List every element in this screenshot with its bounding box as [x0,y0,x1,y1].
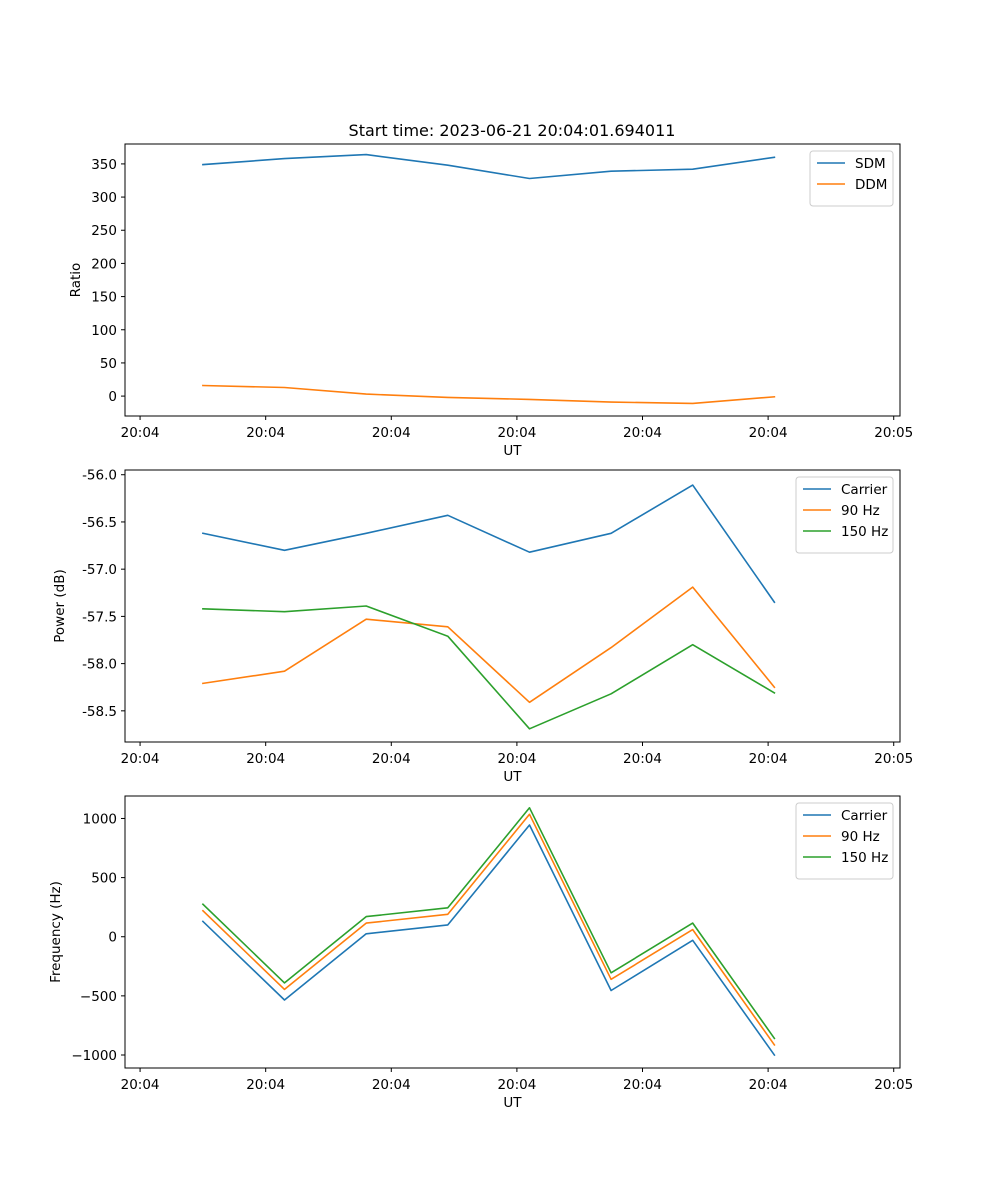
legend-label: 150 Hz [841,850,888,866]
x-tick-label: 20:04 [372,751,411,767]
x-tick-label: 20:04 [121,1077,160,1093]
y-tick-label: 200 [91,256,117,272]
x-axis-label: UT [503,443,522,459]
x-axis-label: UT [503,1095,522,1111]
y-tick-label: 250 [91,223,117,239]
x-tick-label: 20:04 [372,1077,411,1093]
x-tick-label: 20:04 [623,425,662,441]
series-line-carrier [201,824,776,1057]
y-tick-label: 100 [91,323,117,339]
y-tick-label: −1000 [71,1048,117,1064]
x-tick-label: 20:04 [749,751,788,767]
legend-label: SDM [855,156,886,172]
y-tick-label: −500 [80,989,117,1005]
x-tick-label: 20:04 [497,751,536,767]
y-axis-label: Ratio [68,263,84,298]
x-tick-label: 20:04 [623,1077,662,1093]
legend-label: Carrier [841,482,888,498]
legend-box [809,150,894,207]
y-tick-label: -58.5 [82,704,117,720]
legend: Carrier 90 Hz 150 Hz [795,802,894,880]
x-tick-label: 20:04 [372,425,411,441]
y-tick-label: 350 [91,157,117,173]
legend-label: 90 Hz [841,829,880,845]
axes-frame [124,795,901,1069]
y-tick-label: 0 [108,930,117,946]
legend-label: 90 Hz [841,503,880,519]
x-tick-label: 20:04 [246,1077,285,1093]
subplot-2: 20:04 20:04 20:04 20:04 20:04 20:04 20:05 -56.0… [52,468,913,785]
y-axis-label: Frequency (Hz) [48,881,64,983]
x-tick-label: 20:04 [749,425,788,441]
y-tick-label: -57.5 [82,609,117,625]
x-tick-label: 20:05 [874,425,913,441]
series-line-carrier [201,484,776,604]
y-tick-label: 300 [91,190,117,206]
x-axis-label: UT [503,769,522,785]
series-line-150-hz [202,605,776,730]
series-line-ddm [202,384,776,405]
y-tick-label: -57.0 [82,562,117,578]
x-tick-label: 20:04 [497,1077,536,1093]
x-tick-label: 20:04 [121,751,160,767]
y-tick-label: 0 [108,389,117,405]
y-tick-label: 50 [100,356,117,372]
x-tick-label: 20:04 [623,751,662,767]
axes-frame [124,469,901,743]
x-tick-label: 20:04 [749,1077,788,1093]
legend-box [795,476,894,554]
figure-title: Start time: 2023-06-21 20:04:01.694011 [349,121,676,140]
x-tick-label: 20:05 [874,1077,913,1093]
legend-label: DDM [855,177,887,193]
subplots: 20:04 20:04 20:04 20:04 20:04 20:04 20:05 0 50 10… [48,143,913,1111]
x-tick-label: 20:04 [497,425,536,441]
series-line-150-hz [201,806,776,1040]
legend: Carrier 90 Hz 150 Hz [795,476,894,554]
axes-frame [124,143,901,417]
y-tick-label: -56.0 [82,468,117,484]
y-tick-label: 1000 [83,811,117,827]
x-tick-label: 20:04 [121,425,160,441]
series-line-90-hz [201,813,776,1047]
y-axis-label: Power (dB) [52,569,68,642]
x-tick-label: 20:05 [874,751,913,767]
y-tick-label: 500 [91,871,117,887]
series-line-sdm [202,153,776,180]
subplot-3: 20:04 20:04 20:04 20:04 20:04 20:04 20:05 1000 5… [48,795,913,1111]
x-tick-label: 20:04 [246,425,285,441]
y-tick-label: -58.0 [82,657,117,673]
legend: SDM DDM [809,150,894,207]
legend-label: 150 Hz [841,524,888,540]
subplot-1: 20:04 20:04 20:04 20:04 20:04 20:04 20:05 0 50 10… [68,143,913,459]
y-tick-label: -56.5 [82,515,117,531]
legend-label: Carrier [841,808,888,824]
series-line-90-hz [201,586,776,704]
x-tick-label: 20:04 [246,751,285,767]
y-tick-label: 150 [91,290,117,306]
legend-box [795,802,894,880]
